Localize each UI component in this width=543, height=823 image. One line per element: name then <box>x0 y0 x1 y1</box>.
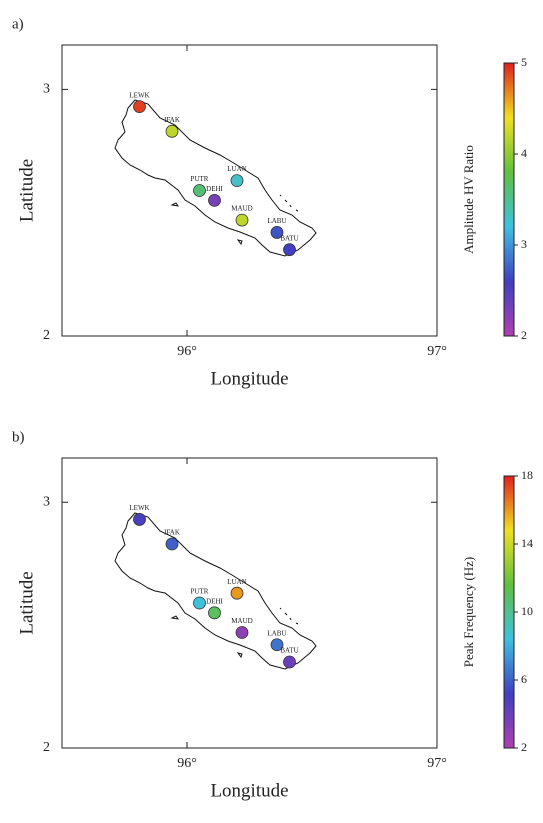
station-label: LABU <box>267 629 286 637</box>
colorbar-label: Amplitude HV Ratio <box>461 145 476 254</box>
panel-label: b) <box>12 429 25 445</box>
colorbar <box>503 62 515 337</box>
station-label: DEHI <box>206 185 223 193</box>
station-label: LEWK <box>129 91 149 99</box>
station-marker <box>235 213 249 227</box>
colorbar-tick-label: 2 <box>521 740 527 754</box>
colorbar-tick-label: 2 <box>521 328 527 342</box>
station-marker <box>193 596 206 610</box>
station-label: LUAN <box>227 165 246 173</box>
station-marker <box>193 184 206 197</box>
x-tick-label: 97° <box>427 756 447 771</box>
station-label: IFAK <box>164 116 180 124</box>
x-axis-label: Longitude <box>210 780 288 801</box>
plot-frame <box>61 44 438 337</box>
y-tick-label: 2 <box>43 328 50 343</box>
station-label: LEWK <box>129 504 149 512</box>
plot-frame <box>61 457 438 749</box>
station-label: LABU <box>267 217 286 225</box>
x-tick-label: 97° <box>427 344 447 359</box>
station-marker <box>165 537 179 551</box>
colorbar-label: Peak Frequency (Hz) <box>461 557 476 667</box>
y-axis-label: Latitude <box>16 571 37 634</box>
y-axis-label: Latitude <box>16 159 37 222</box>
colorbar-tick-label: 6 <box>521 672 527 686</box>
station-label: LUAN <box>227 578 246 586</box>
station-marker <box>133 100 146 114</box>
colorbar-tick-label: 5 <box>521 55 527 69</box>
station-label: PUTR <box>191 175 209 183</box>
colorbar-tick-label: 3 <box>521 237 527 251</box>
y-tick-label: 3 <box>43 82 50 97</box>
colorbar-tick-label: 4 <box>521 146 527 160</box>
station-label: PUTR <box>191 588 209 596</box>
station-label: MAUD <box>231 617 252 625</box>
y-tick-label: 2 <box>43 740 50 755</box>
station-marker <box>283 655 296 669</box>
station-marker <box>133 513 146 526</box>
station-marker <box>270 638 284 652</box>
station-marker <box>283 243 296 257</box>
panel-label: a) <box>12 16 24 32</box>
x-axis-label: Longitude <box>210 368 288 389</box>
colorbar-tick-label: 14 <box>521 536 533 550</box>
x-tick-label: 96° <box>177 344 197 359</box>
colorbar <box>503 475 515 749</box>
colorbar-tick-label: 18 <box>521 468 533 482</box>
x-tick-label: 96° <box>177 756 197 771</box>
station-marker <box>270 226 284 239</box>
station-marker <box>235 626 249 639</box>
station-marker <box>208 606 221 620</box>
station-label: BATU <box>280 234 298 242</box>
station-marker <box>230 174 244 188</box>
station-marker <box>208 193 221 207</box>
station-marker <box>230 586 244 600</box>
station-label: DEHI <box>206 597 223 605</box>
station-marker <box>165 124 179 138</box>
station-label: MAUD <box>231 205 252 213</box>
coastline <box>114 99 317 257</box>
station-label: IFAK <box>164 529 180 537</box>
colorbar-tick-label: 10 <box>521 604 533 618</box>
y-tick-label: 3 <box>43 494 50 509</box>
station-label: BATU <box>280 647 298 655</box>
